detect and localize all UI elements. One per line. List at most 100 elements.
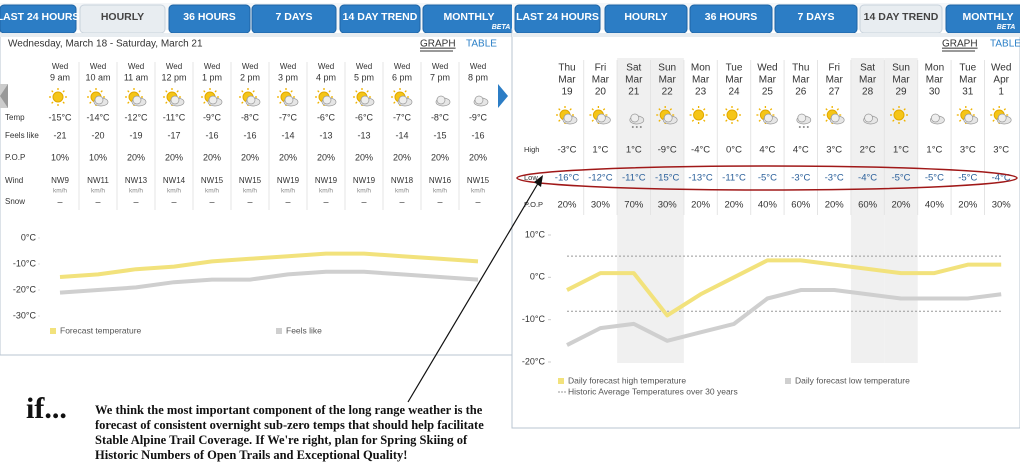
sun-ray [970, 108, 973, 111]
table-link[interactable]: TABLE [990, 39, 1020, 50]
cloud [398, 95, 408, 105]
temp: -7°C [279, 112, 298, 122]
tab-label[interactable]: 14 DAY TREND [864, 11, 939, 23]
pop: 20% [355, 152, 373, 162]
snow: – [247, 196, 252, 206]
day-month: Mar [926, 75, 944, 86]
day-weekday: Mon [691, 63, 710, 74]
high-temp: 0°C [726, 145, 742, 156]
hour-time: 2 pm [240, 72, 260, 82]
weather-icon [930, 113, 945, 125]
hour-time: 5 pm [354, 72, 374, 82]
high-temp: 4°C [759, 145, 775, 156]
sun-ray [658, 119, 661, 122]
tab-label[interactable]: 7 DAYS [276, 11, 313, 23]
day-month: Mar [692, 75, 710, 86]
feels-like: -13 [357, 130, 370, 140]
y-tick-label: 10°C [525, 229, 546, 239]
hour-day: Wed [242, 62, 258, 71]
weather-icon [473, 95, 489, 107]
sun-ray [558, 108, 561, 111]
wind: NW11 [87, 176, 109, 185]
pop: 70% [624, 200, 644, 211]
table-link[interactable]: TABLE [466, 39, 497, 50]
wind-unit: km/h [319, 188, 333, 195]
day-month: Mar [959, 75, 977, 86]
sun-ray [669, 108, 673, 111]
cloud [208, 95, 218, 105]
snow: – [171, 196, 176, 206]
tab-label[interactable]: LAST 24 HOURS [0, 11, 79, 23]
arrow-head [534, 175, 543, 187]
sun-ray [317, 90, 320, 93]
day-weekday: Sat [626, 63, 641, 74]
tab-label[interactable]: HOURLY [101, 11, 144, 23]
tab-label[interactable]: MONTHLY [444, 11, 495, 23]
tab-label[interactable]: 7 DAYS [798, 11, 835, 23]
sun-ray [203, 90, 206, 93]
pop: 30% [992, 200, 1012, 211]
day-weekday: Tue [959, 63, 976, 74]
graph-link[interactable]: GRAPH [942, 39, 978, 50]
cloud [964, 113, 974, 123]
row-label: Feels like [5, 131, 39, 140]
low-temp: -3°C [825, 173, 844, 184]
weather-icon [629, 113, 645, 128]
weather-icon [756, 106, 778, 125]
sun-ray [279, 101, 282, 104]
sun-ray [89, 101, 92, 104]
next-arrow-nav[interactable] [498, 84, 508, 108]
tab-label[interactable]: 14 DAY TREND [343, 11, 418, 23]
sun-ray [165, 90, 168, 93]
sun-ray [138, 90, 141, 93]
panel-top [512, 33, 1020, 37]
weather-icon [589, 106, 611, 125]
temp: -7°C [393, 112, 412, 122]
weekend-shade [884, 58, 918, 363]
cloud [597, 113, 606, 123]
snow: – [209, 196, 214, 206]
feels-like: -14 [395, 130, 408, 140]
sun-ray [892, 119, 895, 122]
low-temp: -11°C [722, 173, 746, 184]
graph-link[interactable]: GRAPH [420, 39, 456, 50]
weekend-shade [850, 58, 885, 363]
annotation-text: We think the most important component of… [95, 403, 484, 462]
high-temp: 3°C [960, 145, 976, 156]
sun-ray [328, 90, 331, 93]
pop: 20% [825, 200, 845, 211]
high-temp: 1°C [893, 145, 909, 156]
day-date: 23 [695, 87, 707, 98]
hour-time: 8 pm [468, 72, 488, 82]
day-month: Mar [558, 75, 576, 86]
legend-swatch [276, 328, 282, 334]
wind-unit: km/h [129, 188, 143, 195]
sun-ray [241, 101, 244, 104]
hour-time: 10 am [85, 72, 110, 82]
sun-ray [558, 119, 561, 122]
day-date: 20 [595, 87, 607, 98]
cloud [132, 95, 142, 105]
tab-label[interactable]: HOURLY [624, 11, 667, 23]
cloud [474, 95, 484, 105]
wind-unit: km/h [167, 188, 181, 195]
wind: NW14 [163, 176, 186, 185]
wind: NW19 [315, 176, 338, 185]
tab-label[interactable]: MONTHLY [963, 11, 1014, 23]
tab-label[interactable]: 36 HOURS [705, 11, 758, 23]
pop: 20% [393, 152, 411, 162]
weather-icon [239, 88, 261, 107]
feels-like: -17 [167, 130, 180, 140]
sun-ray [769, 108, 773, 111]
sun-ray [703, 108, 706, 111]
wind-unit: km/h [281, 188, 295, 195]
y-tick-label: -30°C [13, 310, 37, 320]
tab-label[interactable]: 36 HOURS [183, 11, 236, 23]
prev-arrow-nav[interactable] [0, 84, 8, 108]
pop: 20% [431, 152, 449, 162]
weather-icon [823, 106, 845, 125]
tab-label[interactable]: LAST 24 HOURS [516, 11, 599, 23]
feels-like-line [59, 269, 479, 295]
legend-label: Daily forecast low temperature [795, 375, 910, 385]
